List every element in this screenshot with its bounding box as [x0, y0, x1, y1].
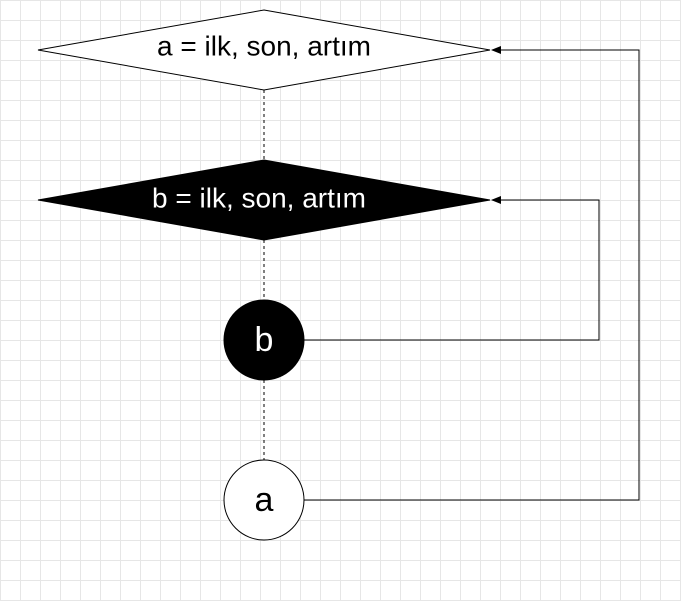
outer-loop-end-label: a: [255, 481, 274, 519]
outer-loop-return-arrow: [304, 46, 640, 501]
inner-loop-start-node: b = ilk, son, artım: [37, 159, 491, 241]
inner-loop-return-arrow: [304, 196, 600, 341]
outer-loop-end-node: a: [223, 459, 305, 541]
outer-loop-diamond-shape: [37, 9, 491, 91]
inner-loop-end-circle: [223, 299, 305, 381]
inner-loop-diamond-shape: [37, 159, 491, 241]
inner-loop-end-node: b: [223, 299, 305, 381]
outer-loop-start-node: a = ilk, son, artım: [37, 9, 491, 91]
inner-loop-end-label: b: [255, 321, 274, 359]
outer-loop-start-label: a = ilk, son, artım: [157, 30, 371, 61]
outer-loop-end-circle: [223, 459, 305, 541]
inner-loop-start-label: b = ilk, son, artım: [152, 182, 366, 213]
